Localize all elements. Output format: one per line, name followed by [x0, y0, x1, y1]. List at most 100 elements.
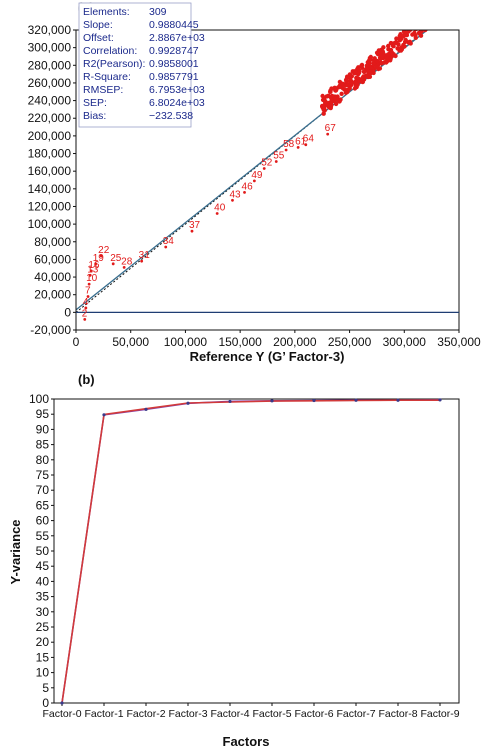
scatter-plot-area — [76, 30, 429, 321]
point-label: 7 — [85, 285, 91, 296]
series-point — [270, 399, 274, 403]
series-point — [396, 398, 400, 402]
stat-label: R-Square: — [83, 71, 131, 83]
cluster-point — [354, 75, 359, 81]
cluster-point — [395, 46, 400, 51]
cluster-point — [320, 104, 325, 109]
point-label: 52 — [261, 158, 273, 169]
variance-y-ticks: 1009590858075706560555045403530252015105… — [29, 392, 54, 710]
stat-label: Offset: — [83, 32, 114, 44]
scatter-y-ticks: 320,000 300,000 280,000 260,000 240,000 220,0… — [28, 23, 76, 337]
cluster-point — [335, 97, 340, 102]
cluster-point — [328, 89, 333, 95]
cluster-point — [364, 63, 369, 68]
point-label: 37 — [189, 220, 201, 231]
variance-x-ticks: Factor-0 Factor-1 Factor-2 Factor-3 Factor-4… — [42, 703, 460, 720]
x-tick-label: Factor-3 — [168, 708, 207, 720]
cluster-point — [339, 91, 344, 97]
x-tick-label: Factor-5 — [252, 708, 291, 720]
cluster-point — [323, 99, 328, 105]
data-point — [262, 167, 266, 170]
point-label: 46 — [242, 181, 254, 192]
point-label: 55 — [273, 150, 285, 161]
cluster-point — [418, 33, 424, 38]
stats-box: Elements: 309 Slope: 0.9880445 Offset: 2.8867… — [78, 2, 205, 128]
data-point — [296, 145, 300, 149]
stat-value: 0.9928747 — [149, 45, 199, 57]
stat-value: 6.8024e+03 — [149, 97, 205, 109]
data-point — [140, 259, 144, 263]
cluster-point — [367, 74, 373, 80]
cluster-point — [345, 89, 350, 95]
cluster-point — [326, 105, 332, 110]
point-label: 49 — [251, 170, 263, 181]
series-line — [61, 399, 441, 704]
cluster-point — [385, 52, 391, 57]
stat-label: RMSEP: — [83, 84, 123, 96]
cluster-point — [401, 34, 406, 39]
data-point — [215, 212, 219, 215]
cluster-point — [410, 32, 415, 37]
x-tick-label: 150,000 — [218, 335, 262, 349]
y-tick-label: 100 — [29, 392, 49, 406]
stat-value: 0.9880445 — [149, 19, 199, 31]
cluster-point — [359, 65, 365, 71]
x-tick-label: 50,000 — [112, 335, 149, 349]
x-tick-label: Factor-8 — [378, 708, 417, 720]
series-point — [144, 407, 148, 411]
x-tick-label: Factor-2 — [126, 708, 165, 720]
data-point — [86, 295, 90, 298]
x-tick-label: Factor-4 — [210, 708, 249, 720]
scatter-x-axis-title: Reference Y (G’ Factor-3) — [190, 349, 345, 364]
cluster-point — [397, 33, 402, 39]
series-point — [102, 413, 106, 417]
y-tick-label: 120,000 — [28, 199, 72, 213]
cluster-point — [333, 88, 339, 93]
cluster-point — [413, 35, 418, 40]
cluster-point — [374, 50, 380, 55]
cluster-point — [391, 52, 396, 57]
point-label: 40 — [214, 203, 226, 214]
y-tick-label: 45 — [36, 559, 50, 573]
cluster-point — [393, 40, 398, 45]
y-tick-label: 180,000 — [28, 147, 72, 161]
variance-frame — [53, 398, 460, 704]
x-tick-label: 300,000 — [383, 335, 427, 349]
y-tick-label: 25 — [36, 620, 50, 634]
x-tick-label: Factor-0 — [42, 708, 81, 720]
variance-y-axis-title: Y-variance — [8, 519, 23, 584]
y-tick-label: 80 — [36, 453, 50, 467]
stat-label: Correlation: — [83, 45, 137, 57]
stats-box-frame — [78, 2, 192, 128]
cluster-point — [345, 83, 351, 88]
cluster-point — [406, 30, 412, 33]
x-tick-label: 0 — [73, 335, 80, 349]
cluster-point — [324, 94, 329, 99]
y-tick-label: 200,000 — [28, 129, 72, 143]
cluster-point — [362, 69, 367, 75]
cluster-point — [355, 82, 360, 88]
x-tick-label: Factor-9 — [420, 708, 459, 720]
cluster-point — [340, 81, 345, 86]
x-tick-label: Factor-7 — [336, 708, 375, 720]
cluster-point — [407, 40, 412, 46]
cluster-point — [386, 43, 391, 49]
cluster-point — [333, 101, 339, 107]
point-label: 58 — [283, 139, 295, 150]
series-point — [312, 398, 316, 403]
cluster-point — [372, 56, 377, 61]
cluster-point — [378, 60, 383, 65]
x-tick-label: Factor-6 — [294, 708, 333, 720]
cluster-point — [391, 44, 396, 49]
stat-value: 2.8867e+03 — [149, 32, 205, 44]
cluster-point — [378, 50, 383, 55]
data-point — [83, 318, 87, 321]
y-tick-label: 65 — [36, 498, 50, 512]
point-label: 22 — [98, 245, 110, 256]
cluster-point — [386, 47, 391, 52]
point-label: 25 — [110, 253, 122, 264]
series-line — [61, 399, 440, 704]
point-label: 64 — [303, 134, 315, 145]
cluster-point — [394, 36, 399, 41]
